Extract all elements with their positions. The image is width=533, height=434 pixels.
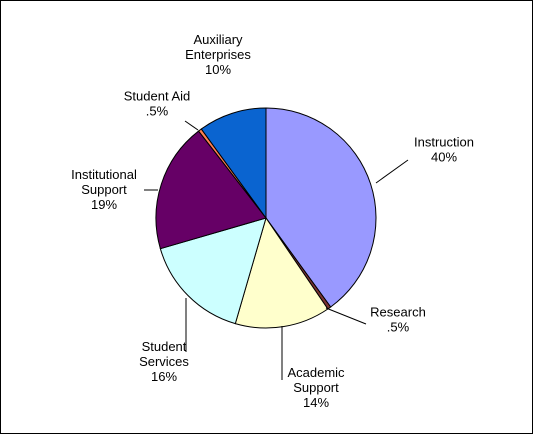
pie-slice-instruction (265, 107, 377, 308)
slice-label-instruction: Instruction 40% (414, 135, 474, 165)
leader-line-student-aid (184, 120, 199, 131)
slice-label-line: Academic (287, 365, 345, 380)
slice-label-line: Research (370, 305, 426, 320)
slice-label-line: Enterprises (185, 47, 251, 62)
slice-label-line: Student (142, 339, 187, 354)
slice-label-line: Student Aid (124, 89, 191, 104)
pie-slice-auxiliary-enterprises (200, 107, 267, 220)
slice-label-line: .5% (387, 320, 410, 335)
leader-line-instruction (375, 159, 409, 184)
slice-label-line: Instruction (414, 135, 474, 150)
slice-label-line: 16% (151, 369, 177, 384)
slice-label-auxiliary-enterprises: Auxiliary Enterprises 10% (185, 32, 251, 77)
slice-label-research: Research .5% (370, 305, 426, 335)
pie-slice-student-services (159, 217, 267, 325)
slice-label-student-aid: Student Aid .5% (124, 89, 191, 119)
slice-label-academic-support: Academic Support 14% (287, 365, 345, 410)
slice-label-line: .5% (146, 104, 169, 119)
slice-label-institutional-support: Institutional Support 19% (71, 167, 137, 212)
leader-line-research (325, 307, 367, 325)
slice-label-line: Support (81, 182, 127, 197)
slice-label-student-services: Student Services 16% (139, 339, 189, 384)
slice-label-line: Services (139, 354, 189, 369)
slice-label-line: Support (293, 380, 339, 395)
pie-slice-institutional-support (155, 130, 267, 250)
slice-label-line: 40% (431, 150, 457, 165)
slice-label-line: 14% (303, 395, 329, 410)
slice-label-line: Institutional (71, 167, 137, 182)
slice-label-line: Auxiliary (193, 32, 243, 47)
slice-label-line: 19% (91, 197, 117, 212)
slice-label-line: 10% (205, 62, 231, 77)
